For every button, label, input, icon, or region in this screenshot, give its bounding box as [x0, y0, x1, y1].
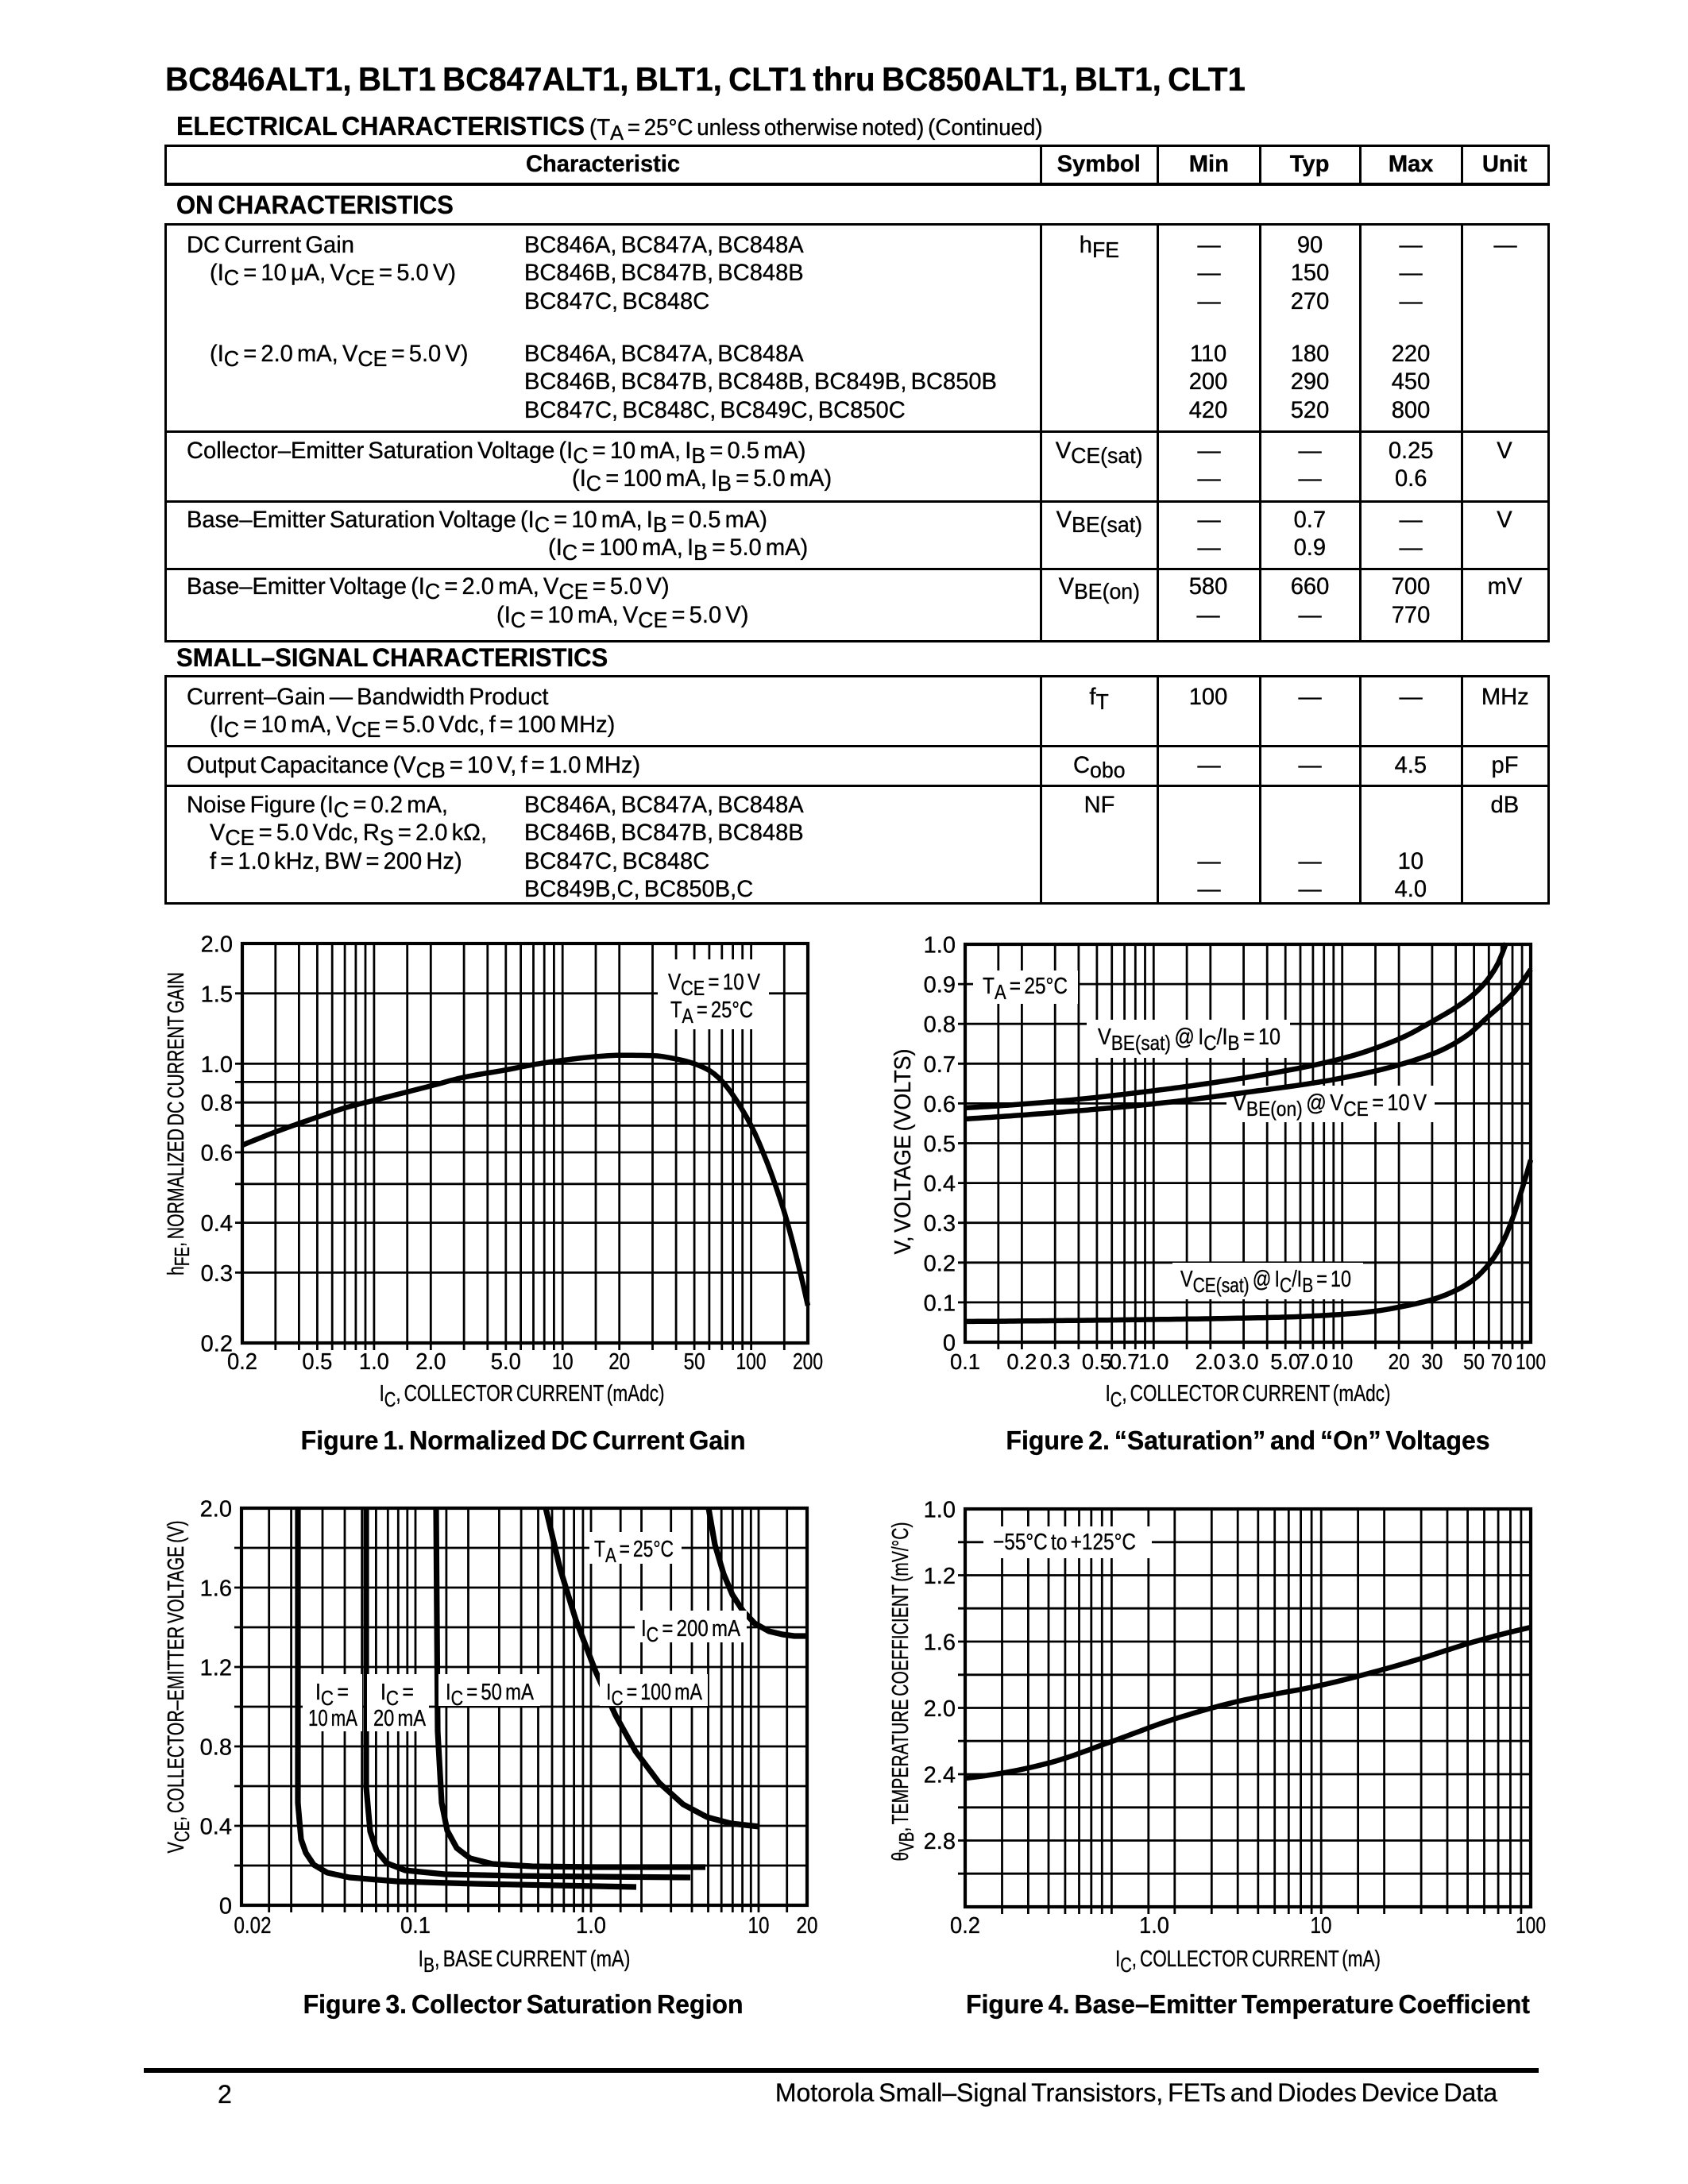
svg-text:IC​, COLLECTOR CURRENT (mA): IC​, COLLECTOR CURRENT (mA) — [1115, 1947, 1381, 1977]
svg-text:IC​, COLLECTOR CURRENT (mAdc): IC​, COLLECTOR CURRENT (mAdc) — [1106, 1381, 1391, 1411]
svg-text:VCE​, COLLECTOR–EMITTER VOLTAG: VCE​, COLLECTOR–EMITTER VOLTAGE (V) — [164, 1521, 194, 1854]
svg-text:3.0: 3.0 — [1229, 1349, 1259, 1374]
svg-text:100: 100 — [1516, 1349, 1546, 1374]
svg-text:0.5: 0.5 — [1082, 1349, 1112, 1374]
svg-text:1.2: 1.2 — [924, 1564, 956, 1589]
svg-text:0.2: 0.2 — [227, 1349, 257, 1375]
svg-text:1.2: 1.2 — [200, 1656, 232, 1681]
svg-text:0.8: 0.8 — [200, 1735, 232, 1761]
svg-text:20 mA: 20 mA — [373, 1706, 427, 1731]
svg-text:1.6: 1.6 — [200, 1576, 232, 1602]
svg-text:0.3: 0.3 — [201, 1261, 233, 1287]
svg-text:0.5: 0.5 — [924, 1132, 956, 1157]
svg-text:20: 20 — [797, 1913, 818, 1939]
svg-text:1.0: 1.0 — [924, 933, 956, 959]
svg-text:IB​, BASE CURRENT (mA): IB​, BASE CURRENT (mA) — [419, 1947, 631, 1977]
svg-text:0.4: 0.4 — [200, 1815, 232, 1840]
svg-text:0.7: 0.7 — [924, 1052, 956, 1078]
svg-text:0.8: 0.8 — [201, 1091, 233, 1117]
svg-text:0.1: 0.1 — [924, 1291, 956, 1316]
svg-text:2.4: 2.4 — [924, 1763, 956, 1788]
svg-text:0.6: 0.6 — [924, 1092, 956, 1117]
svg-text:50: 50 — [684, 1349, 705, 1375]
svg-text:1.0: 1.0 — [1138, 1349, 1168, 1374]
svg-text:10 mA: 10 mA — [308, 1706, 357, 1731]
svg-text:TA​ = 25°C: TA​ = 25°C — [594, 1537, 674, 1567]
svg-text:2.0: 2.0 — [415, 1349, 446, 1375]
svg-text:IC​, COLLECTOR CURRENT (mAdc): IC​, COLLECTOR CURRENT (mAdc) — [380, 1381, 665, 1411]
svg-text:100: 100 — [1516, 1913, 1546, 1939]
svg-text:10: 10 — [1331, 1349, 1353, 1374]
svg-text:0.2: 0.2 — [201, 1332, 233, 1357]
svg-text:0.2: 0.2 — [1006, 1349, 1037, 1374]
svg-text:20: 20 — [608, 1349, 630, 1375]
svg-text:1.0: 1.0 — [201, 1052, 233, 1078]
svg-text:0.4: 0.4 — [924, 1171, 956, 1197]
svg-text:50: 50 — [1463, 1349, 1485, 1374]
svg-text:1.0: 1.0 — [1139, 1913, 1169, 1939]
svg-text:100: 100 — [736, 1349, 767, 1375]
svg-text:0.7: 0.7 — [1110, 1349, 1140, 1374]
svg-text:5.0: 5.0 — [491, 1349, 521, 1375]
svg-text:0.5: 0.5 — [302, 1349, 332, 1375]
svg-text:1.5: 1.5 — [201, 982, 233, 1007]
svg-text:0: 0 — [943, 1331, 956, 1356]
svg-text:0.3: 0.3 — [1040, 1349, 1070, 1374]
svg-text:7.0: 7.0 — [1298, 1349, 1328, 1374]
svg-text:200: 200 — [793, 1349, 823, 1375]
svg-text:hFE​, NORMALIZED DC CURRENT GA: hFE​, NORMALIZED DC CURRENT GAIN — [164, 972, 194, 1275]
svg-text:1.0: 1.0 — [924, 1498, 956, 1523]
svg-text:−55°C to +125°C: −55°C to +125°C — [993, 1530, 1136, 1555]
svg-text:20: 20 — [1389, 1349, 1410, 1374]
svg-text:0.02: 0.02 — [234, 1913, 272, 1939]
svg-text:0.3: 0.3 — [924, 1211, 956, 1237]
svg-text:VBE(sat)​ @ IC​/IB​ = 10: VBE(sat)​ @ IC​/IB​ = 10 — [1098, 1024, 1280, 1055]
svg-text:0.2: 0.2 — [950, 1913, 980, 1939]
svg-text:2.0: 2.0 — [1196, 1349, 1226, 1374]
svg-text:10: 10 — [1311, 1913, 1332, 1939]
svg-text:VCE(sat)​ @ IC​/IB​ = 10: VCE(sat)​ @ IC​/IB​ = 10 — [1180, 1267, 1351, 1297]
svg-text:1.6: 1.6 — [924, 1630, 956, 1656]
svg-text:0.9: 0.9 — [924, 973, 956, 998]
svg-text:0: 0 — [219, 1894, 232, 1920]
svg-text:2.0: 2.0 — [924, 1696, 956, 1722]
svg-text:0.1: 0.1 — [950, 1349, 980, 1374]
svg-text:0.2: 0.2 — [924, 1251, 956, 1276]
svg-text:70: 70 — [1491, 1349, 1512, 1374]
svg-text:θVB​, TEMPERATURE COEFFICIENT: θVB​, TEMPERATURE COEFFICIENT (mV/°C) — [888, 1522, 918, 1862]
svg-text:10: 10 — [748, 1913, 770, 1939]
svg-text:V, VOLTAGE (VOLTS): V, VOLTAGE (VOLTS) — [890, 1049, 916, 1255]
svg-text:1.0: 1.0 — [359, 1349, 389, 1375]
svg-text:30: 30 — [1421, 1349, 1443, 1374]
svg-text:IC​ = 100 mA: IC​ = 100 mA — [606, 1680, 703, 1710]
svg-text:0.4: 0.4 — [201, 1211, 233, 1237]
svg-text:5.0: 5.0 — [1270, 1349, 1300, 1374]
svg-text:2.0: 2.0 — [201, 932, 233, 958]
svg-text:0.8: 0.8 — [924, 1013, 956, 1038]
svg-text:0.1: 0.1 — [400, 1913, 431, 1939]
svg-text:0.6: 0.6 — [201, 1141, 233, 1167]
svg-text:10: 10 — [552, 1349, 574, 1375]
svg-text:1.0: 1.0 — [576, 1913, 606, 1939]
svg-text:2.0: 2.0 — [200, 1497, 232, 1522]
svg-text:2.8: 2.8 — [924, 1829, 956, 1854]
